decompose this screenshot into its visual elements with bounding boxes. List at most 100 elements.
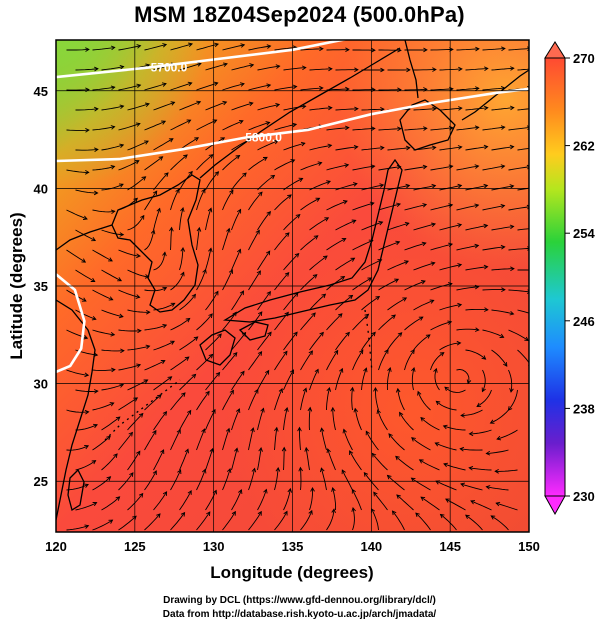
wind-streamline: [92, 249, 113, 262]
wind-streamline: [351, 387, 354, 411]
wind-arrowhead: [324, 217, 330, 222]
wind-arrowhead: [168, 138, 174, 143]
wind-streamline: [196, 227, 200, 251]
wind-arrowhead: [225, 427, 231, 433]
wind-streamline: [274, 351, 288, 371]
wind-streamline: [352, 507, 355, 531]
wind-arrowhead: [255, 229, 260, 235]
wind-arrowhead: [326, 387, 332, 392]
wind-streamline: [354, 408, 362, 431]
wind-arrowhead: [509, 105, 515, 111]
wind-streamline: [469, 467, 492, 471]
wind-arrowhead: [110, 332, 116, 337]
wind-arrowhead: [468, 465, 474, 471]
wind-streamline: [482, 126, 505, 131]
wind-arrowhead: [240, 370, 245, 376]
wind-streamline: [404, 166, 427, 171]
wind-arrowhead: [396, 164, 402, 170]
wind-arrowhead: [258, 446, 263, 452]
wind-streamline: [92, 289, 113, 301]
wind-arrowhead: [229, 389, 234, 395]
wind-arrowhead: [205, 390, 210, 396]
wind-arrowhead: [536, 146, 540, 150]
wind-arrowhead: [196, 226, 202, 232]
wind-arrowhead: [265, 250, 271, 256]
wind-streamline: [127, 103, 150, 111]
wind-arrowhead: [503, 362, 508, 367]
wind-arrowhead: [481, 355, 487, 360]
wind-arrowhead: [490, 515, 496, 520]
wind-streamline: [413, 108, 436, 111]
wind-streamline: [300, 274, 318, 291]
wind-arrowhead: [380, 106, 385, 112]
wind-streamline: [127, 309, 150, 313]
wind-arrowhead: [214, 290, 219, 296]
wind-arrowhead: [162, 491, 168, 496]
wind-streamline: [490, 409, 509, 424]
wind-arrowhead: [313, 235, 319, 240]
wind-arrowhead: [90, 277, 96, 282]
wind-streamline: [196, 391, 210, 411]
wind-streamline: [144, 287, 167, 292]
wind-arrowhead: [495, 501, 501, 507]
wind-streamline: [118, 123, 141, 131]
wind-arrowhead: [396, 202, 402, 208]
wind-streamline: [482, 48, 505, 51]
wind-streamline: [222, 44, 245, 51]
wind-streamline: [144, 470, 157, 491]
wind-arrowhead: [238, 489, 243, 494]
kyushu-coast: [199, 329, 236, 366]
wind-arrowhead: [373, 491, 378, 497]
wind-streamline: [231, 332, 246, 351]
wind-arrowhead: [458, 106, 463, 111]
wind-streamline: [283, 292, 299, 311]
wind-streamline: [222, 189, 234, 211]
wind-arrowhead: [162, 43, 168, 48]
wind-streamline: [300, 197, 320, 211]
wind-arrowhead: [85, 47, 90, 52]
x-axis-label: Longitude (degrees): [210, 563, 373, 582]
wind-arrowhead: [239, 82, 245, 87]
wind-streamline: [170, 82, 192, 91]
wind-arrowhead: [226, 227, 231, 233]
wind-arrowhead: [418, 316, 424, 321]
wind-streamline: [387, 147, 410, 151]
wind-arrowhead: [326, 448, 331, 453]
wind-arrowhead: [209, 447, 214, 453]
wind-arrowhead: [113, 453, 118, 458]
wind-streamline: [420, 417, 440, 431]
wind-streamline: [300, 87, 323, 91]
x-tick-label: 135: [282, 539, 304, 554]
wind-streamline: [335, 183, 358, 191]
wind-arrowhead: [215, 371, 221, 377]
wind-arrowhead: [180, 271, 185, 277]
wind-arrowhead: [257, 510, 262, 516]
wind-arrowhead: [81, 297, 87, 302]
wind-streamline: [118, 160, 140, 171]
wind-arrowhead: [365, 430, 370, 436]
wind-streamline: [300, 312, 316, 331]
contour-label: 5800.0: [245, 131, 282, 145]
wind-arrowhead: [310, 486, 315, 492]
wind-arrowhead: [115, 496, 121, 501]
wind-streamline: [248, 230, 260, 251]
wind-streamline: [92, 126, 115, 131]
wind-streamline: [231, 138, 252, 151]
wind-arrowhead: [399, 411, 404, 417]
wind-streamline: [66, 369, 89, 376]
wind-arrowhead: [342, 428, 347, 434]
wind-arrowhead: [509, 387, 514, 393]
y-tick-label: 30: [34, 377, 48, 392]
wind-arrowhead: [229, 189, 234, 195]
wind-arrowhead: [474, 203, 480, 209]
wind-arrowhead: [248, 101, 254, 107]
wind-arrowhead: [273, 139, 279, 145]
wind-streamline: [205, 171, 219, 191]
wind-arrowhead: [341, 237, 347, 243]
wind-streamline: [326, 127, 349, 131]
wind-streamline: [373, 492, 388, 511]
wind-streamline: [127, 215, 145, 231]
wind-streamline: [465, 146, 488, 151]
wind-arrowhead: [425, 334, 431, 339]
wind-streamline: [196, 82, 218, 91]
